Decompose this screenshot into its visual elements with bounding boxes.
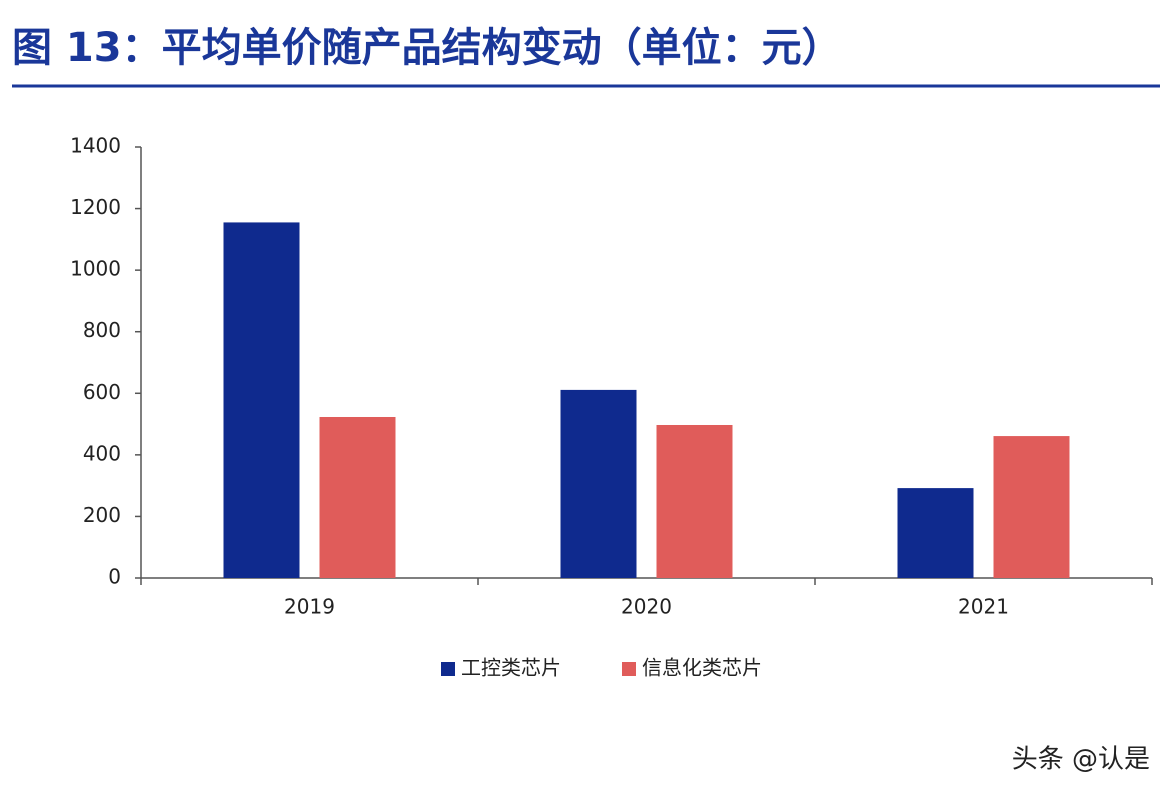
y-tick-label: 1400	[70, 134, 121, 158]
y-tick-label: 600	[83, 380, 121, 404]
y-tick-label: 400	[83, 441, 121, 465]
y-tick-label: 800	[83, 318, 121, 342]
x-tick-label: 2019	[284, 595, 335, 619]
chart-title: 图 13：平均单价随产品结构变动（单位：元）	[12, 25, 842, 71]
bar	[897, 488, 974, 578]
legend-swatch	[441, 662, 455, 676]
bar	[223, 222, 300, 579]
watermark: 头条 @认是	[1012, 745, 1150, 775]
y-tick-label: 200	[83, 503, 121, 527]
y-tick-label: 1000	[70, 257, 121, 281]
legend-label: 信息化类芯片	[642, 656, 762, 680]
bar	[319, 416, 396, 578]
bar	[993, 436, 1070, 578]
legend-label: 工控类芯片	[461, 656, 561, 680]
x-tick-label: 2020	[621, 595, 672, 619]
y-tick-label: 1200	[70, 195, 121, 219]
legend-swatch	[622, 662, 636, 676]
x-tick-label: 2021	[958, 595, 1009, 619]
y-tick-label: 0	[108, 565, 121, 589]
bar	[560, 389, 637, 578]
bar	[656, 424, 733, 578]
